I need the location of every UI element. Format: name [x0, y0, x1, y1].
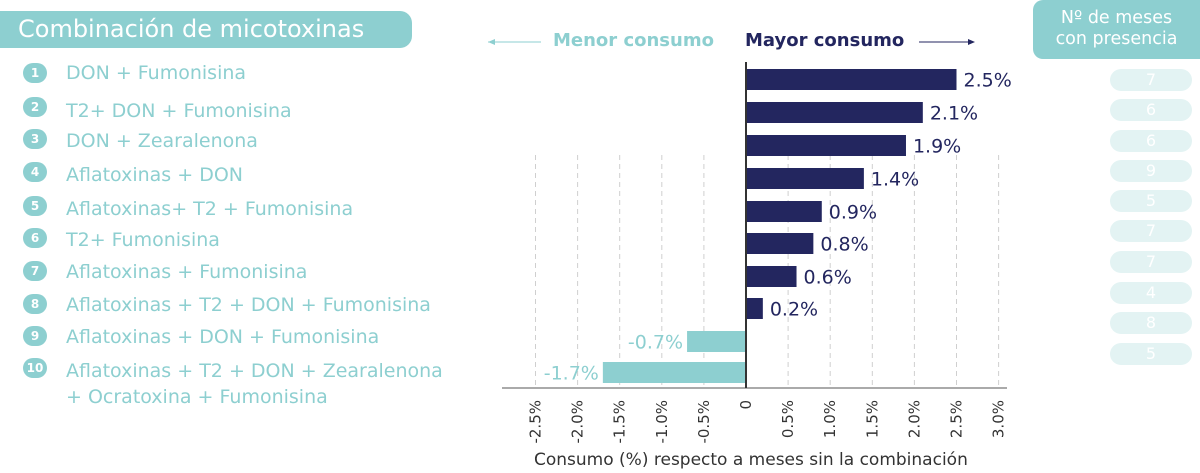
row-number-badge: 8 [23, 294, 47, 314]
bar-value-label: 0.2% [770, 299, 818, 321]
months-value: 7 [1110, 220, 1192, 242]
row-label: Aflatoxinas+ T2 + Fumonisina [66, 198, 354, 220]
x-tick-label: 2.5% [948, 400, 966, 438]
bar [687, 331, 746, 352]
months-header-line1: Nº de meses [1060, 8, 1173, 28]
months-value: 9 [1110, 160, 1192, 182]
months-value: 8 [1110, 312, 1192, 334]
row-label: Aflatoxinas + T2 + DON + Fumonisina [66, 294, 431, 316]
months-header-line2: con presencia [1055, 29, 1178, 49]
row-number-badge: 1 [23, 63, 47, 83]
bar [602, 362, 746, 383]
direction-mayor-label: Mayor consumo [745, 30, 905, 51]
bar-value-label: -0.7% [628, 332, 683, 354]
bar [746, 233, 814, 254]
bar [746, 69, 957, 90]
bar-value-label: 2.5% [964, 70, 1012, 92]
row-label: DON + Zearalenona [66, 130, 258, 152]
x-tick-label: -1.0% [653, 400, 671, 444]
row-number-badge: 3 [23, 129, 47, 149]
x-tick-label: 2.0% [905, 400, 923, 438]
bar [746, 266, 797, 287]
bar [746, 298, 763, 319]
x-tick-label: -2.5% [527, 400, 545, 444]
row-number-badge: 6 [23, 228, 47, 248]
bar [746, 102, 923, 123]
x-tick-label: 1.5% [863, 400, 881, 438]
row-label: Aflatoxinas + DON [66, 164, 244, 186]
x-tick-label: -2.0% [569, 400, 587, 444]
months-value: 5 [1110, 190, 1192, 212]
months-header: Nº de meses con presencia [1033, 0, 1200, 59]
bar-value-label: -1.7% [544, 363, 599, 385]
row-label: T2+ DON + Fumonisina [66, 100, 292, 122]
bar-value-label: 1.9% [913, 136, 961, 158]
row-label: Aflatoxinas + Fumonisina [66, 261, 308, 283]
row-number-badge: 9 [23, 326, 47, 346]
x-tick-label: 0.5% [779, 400, 797, 438]
x-tick-label: 3.0% [990, 400, 1008, 438]
bar-value-label: 0.8% [820, 234, 868, 256]
row-number-badge: 5 [23, 196, 47, 216]
months-value: 7 [1110, 251, 1192, 273]
bar-value-label: 0.6% [804, 267, 852, 289]
x-axis-title: Consumo (%) respecto a meses sin la comb… [534, 450, 968, 470]
row-number-badge: 4 [23, 162, 47, 182]
row-label: + Ocratoxina + Fumonisina [66, 386, 328, 408]
months-value: 6 [1110, 130, 1192, 152]
months-value: 7 [1110, 69, 1192, 91]
bar [746, 135, 906, 156]
row-label: Aflatoxinas + T2 + DON + Zearalenona [66, 360, 443, 382]
bar-value-label: 1.4% [871, 169, 919, 191]
menor-arrow-head [488, 39, 495, 45]
row-label: DON + Fumonisina [66, 62, 247, 84]
row-number-badge: 10 [23, 358, 47, 378]
mayor-arrow-head [968, 39, 975, 45]
bar [746, 168, 864, 189]
row-label: Aflatoxinas + DON + Fumonisina [66, 326, 380, 348]
bar [746, 201, 822, 222]
months-value: 6 [1110, 99, 1192, 121]
x-tick-label: 0 [737, 400, 755, 410]
x-tick-label: 1.0% [821, 400, 839, 438]
chart-title: Combinación de micotoxinas [0, 11, 412, 48]
months-value: 4 [1110, 282, 1192, 304]
bar-value-label: 2.1% [930, 103, 978, 125]
direction-menor-label: Menor consumo [553, 30, 714, 51]
row-number-badge: 2 [23, 97, 47, 117]
row-number-badge: 7 [23, 261, 47, 281]
x-tick-label: -1.5% [611, 400, 629, 444]
bar-value-label: 0.9% [829, 202, 877, 224]
row-label: T2+ Fumonisina [66, 229, 220, 251]
months-value: 5 [1110, 343, 1192, 365]
x-tick-label: -0.5% [695, 400, 713, 444]
